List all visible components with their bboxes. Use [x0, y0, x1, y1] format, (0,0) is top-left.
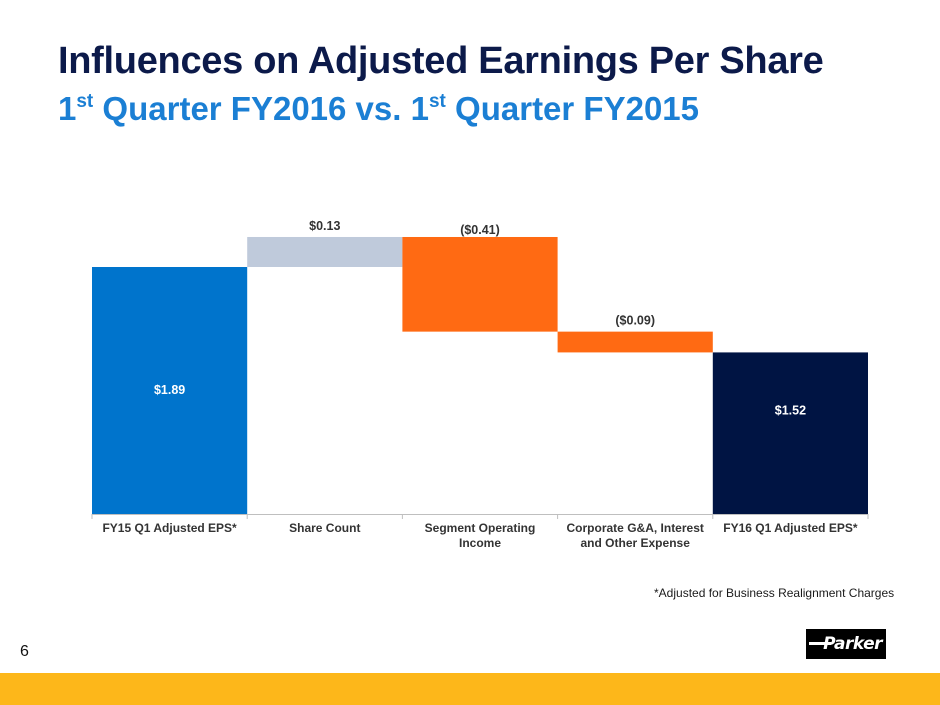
footnote: *Adjusted for Business Realignment Charg…	[654, 586, 895, 600]
waterfall-chart: $1.89 $0.13 ($0.41) ($0.09) $1.52 FY15 Q1 Ad…	[91, 219, 869, 550]
bar-0	[92, 267, 248, 514]
data-label-1: $0.13	[309, 219, 340, 233]
data-label-0: $1.89	[154, 383, 185, 397]
x-axis	[91, 514, 869, 519]
bars-group	[92, 236, 868, 514]
subtitle-text: 1	[58, 90, 77, 127]
logo-dash	[809, 642, 831, 645]
data-labels-group: $1.89 $0.13 ($0.41) ($0.09) $1.52	[154, 219, 806, 417]
x-tick-label-2: Income	[459, 536, 501, 550]
x-tick-label-0: FY15 Q1 Adjusted EPS*	[102, 521, 237, 535]
footer-bar	[0, 673, 940, 705]
x-tick-label-3: and Other Expense	[581, 536, 691, 550]
subtitle-text: Quarter FY2016 vs. 1	[93, 90, 429, 127]
x-tick-labels-group: FY15 Q1 Adjusted EPS* Share Count Segment …	[102, 521, 857, 550]
page-subtitle: 1st Quarter FY2016 vs. 1st Quarter FY201…	[58, 90, 699, 128]
parker-logo: Parker	[806, 629, 886, 659]
x-tick-label-3: Corporate G&A, Interest	[567, 521, 704, 535]
page-title: Influences on Adjusted Earnings Per Shar…	[58, 40, 824, 82]
subtitle-superscript: st	[428, 91, 446, 112]
x-tick-label-4: FY16 Q1 Adjusted EPS*	[723, 521, 858, 535]
page-number: 6	[20, 643, 29, 660]
data-label-2: ($0.41)	[460, 223, 500, 237]
bar-4	[712, 352, 868, 514]
data-label-3: ($0.09)	[615, 314, 655, 328]
x-tick-label-1: Share Count	[289, 521, 360, 535]
bar-3	[557, 331, 713, 353]
bar-1	[247, 236, 403, 267]
bar-2	[402, 236, 558, 332]
subtitle-text: Quarter FY2015	[445, 90, 699, 127]
subtitle-superscript: st	[76, 91, 94, 112]
x-tick-label-2: Segment Operating	[425, 521, 536, 535]
data-label-4: $1.52	[775, 403, 806, 417]
logo-text: Parker	[823, 634, 882, 654]
